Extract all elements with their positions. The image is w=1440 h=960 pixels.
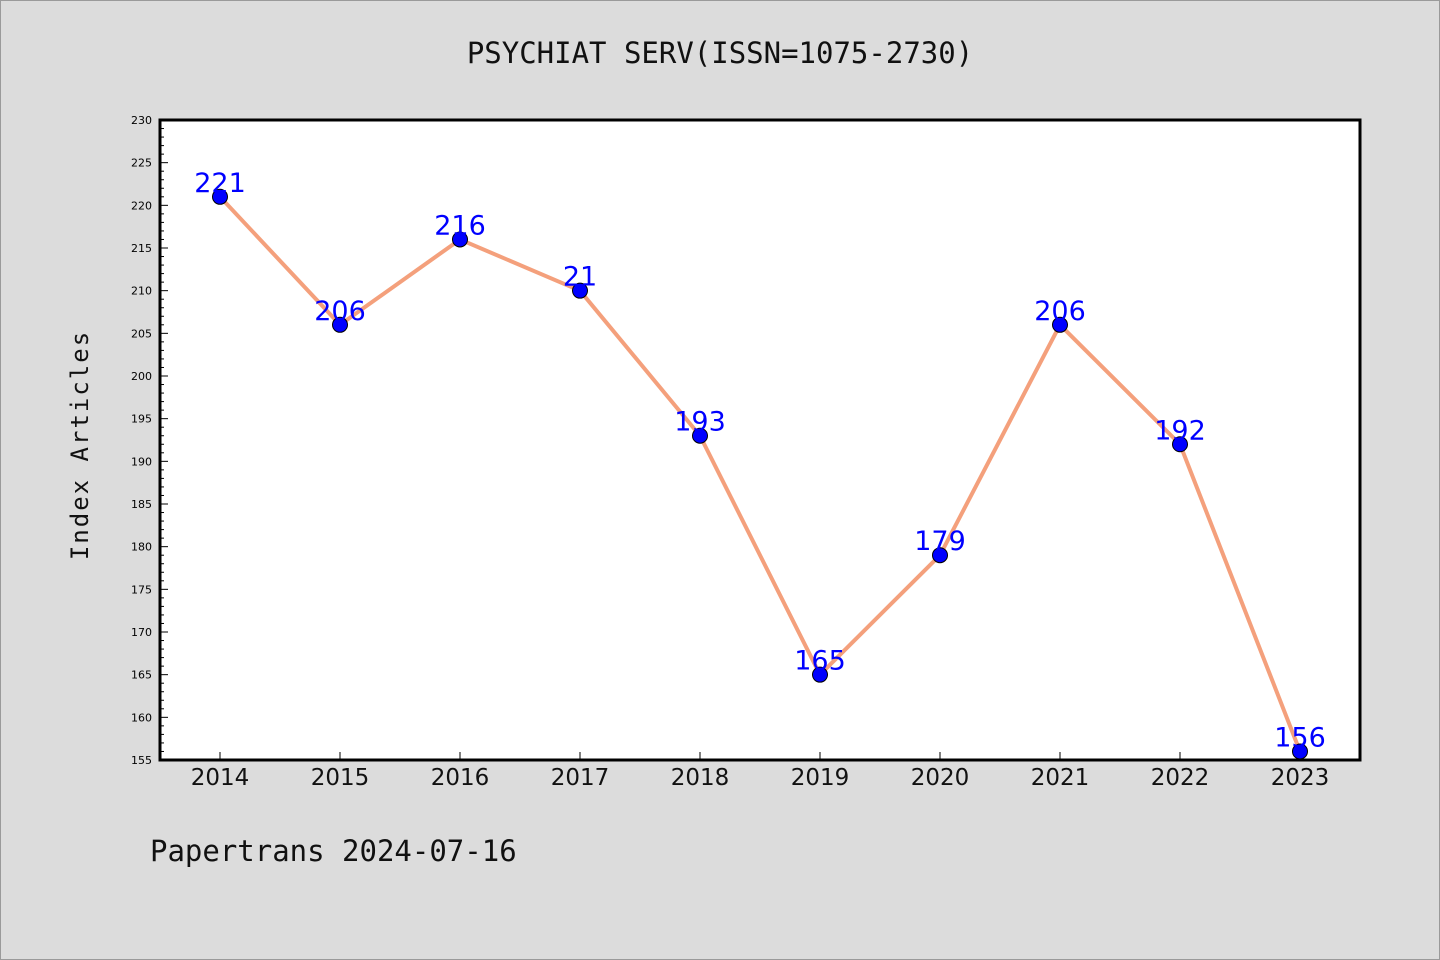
data-point (332, 316, 348, 333)
y-tick-label: 220 (131, 199, 152, 212)
data-point (1172, 436, 1188, 453)
x-tick-label: 2020 (911, 765, 970, 791)
data-point (812, 666, 828, 683)
y-tick-label: 230 (131, 114, 152, 127)
data-label: 165 (794, 646, 846, 677)
x-tick-label: 2023 (1271, 765, 1330, 791)
data-label: 206 (314, 296, 366, 327)
data-label: 221 (194, 168, 246, 199)
y-tick-label: 165 (131, 669, 152, 682)
y-axis: 155 160 165 170 175 180 185 190 195 200 205 210 215 2… (131, 114, 168, 767)
y-tick-label: 200 (131, 370, 152, 383)
y-tick-label: 175 (131, 583, 152, 596)
y-tick-label: 225 (131, 157, 152, 170)
series (212, 188, 1308, 760)
data-point (692, 427, 708, 444)
y-tick-label: 190 (131, 455, 152, 468)
y-tick-label: 185 (131, 498, 152, 511)
data-point (932, 547, 948, 564)
data-label: 179 (914, 526, 966, 557)
data-label: 216 (434, 210, 486, 241)
x-tick-label: 2017 (551, 765, 610, 791)
y-tick-label: 155 (131, 754, 152, 767)
y-tick-label: 195 (131, 413, 152, 426)
x-tick-label: 2015 (311, 765, 370, 791)
data-point (1052, 316, 1068, 333)
plot-area (158, 118, 1362, 762)
data-point (1292, 743, 1308, 760)
y-tick-label: 170 (131, 626, 152, 639)
x-tick-label: 2021 (1031, 765, 1090, 791)
chart-title: PSYCHIAT SERV(ISSN=1075-2730) (466, 36, 974, 70)
data-label: 193 (674, 407, 726, 438)
x-tick-label: 2022 (1151, 765, 1210, 791)
x-tick-label: 2019 (791, 765, 850, 791)
footer-note: Papertrans 2024-07-16 (150, 834, 517, 868)
x-axis: 2014 2015 2016 2017 2018 2019 2020 2021 2022 2023 (191, 752, 1330, 791)
y-tick-label: 210 (131, 285, 152, 298)
data-labels: 221 206 216 21 193 165 179 206 192 156 (194, 168, 1326, 754)
data-label: 156 (1274, 722, 1326, 753)
data-label: 206 (1034, 296, 1086, 327)
x-tick-label: 2016 (431, 765, 490, 791)
data-point (452, 231, 468, 248)
y-tick-label: 215 (131, 242, 152, 255)
y-tick-label: 180 (131, 541, 152, 554)
y-tick-label: 205 (131, 327, 152, 340)
data-point (212, 188, 228, 205)
data-label: 21 (563, 262, 597, 293)
x-tick-label: 2014 (191, 765, 250, 791)
data-point (572, 282, 588, 299)
data-label: 192 (1154, 415, 1206, 446)
x-tick-label: 2018 (671, 765, 730, 791)
series-line (218, 194, 1302, 754)
y-tick-label: 160 (131, 711, 152, 724)
